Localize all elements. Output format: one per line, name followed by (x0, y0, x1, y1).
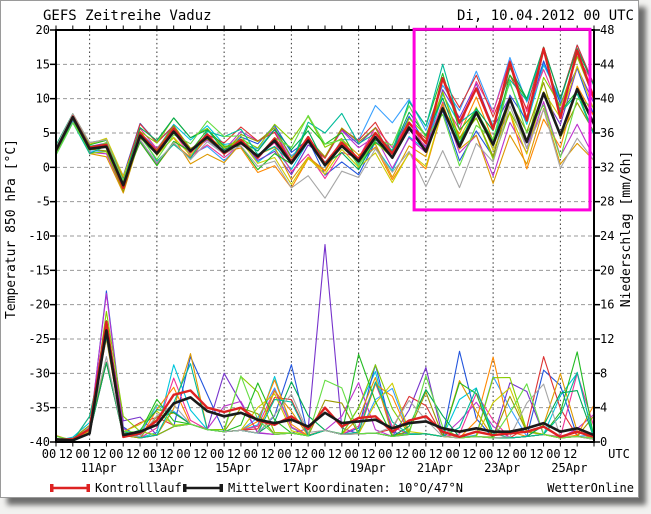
member-precip-line (56, 290, 594, 442)
member-temp-line (56, 105, 594, 199)
right-tick-label: 40 (600, 92, 614, 106)
right-tick-label: 4 (600, 401, 607, 415)
left-tick-label: 5 (43, 126, 50, 140)
date-label: 25Apr (551, 461, 587, 475)
x-tick-label: 00 (412, 447, 426, 461)
axis-ticks (50, 25, 600, 447)
right-tick-label: 28 (600, 195, 614, 209)
right-tick-label: 44 (600, 57, 614, 71)
date-label: 23Apr (484, 461, 520, 475)
x-tick-label: 12 (328, 447, 342, 461)
chart-panel: GEFS Zeitreihe Vaduz Di, 10.04.2012 00 U… (0, 0, 639, 498)
x-tick-label: 00 (546, 447, 560, 461)
highlight-box (412, 27, 592, 212)
x-tick-label: 00 (42, 447, 56, 461)
gridlines (56, 30, 594, 442)
right-tick-label: 32 (600, 160, 614, 174)
x-tick-label: 00 (445, 447, 459, 461)
x-tick-label: 00 (176, 447, 190, 461)
right-tick-label: 0 (600, 435, 607, 449)
x-tick-label: 12 (227, 447, 241, 461)
mean-precip-line (56, 329, 594, 442)
x-tick-label: 00 (244, 447, 258, 461)
right-tick-label: 12 (600, 332, 614, 346)
right-tick-label: 48 (600, 23, 614, 37)
date-label: 15Apr (215, 461, 251, 475)
right-tick-label: 16 (600, 298, 614, 312)
left-tick-label: -15 (28, 263, 50, 277)
x-tick-label: 12 (462, 447, 476, 461)
member-temp-line (56, 80, 594, 181)
mean-temp-line (56, 87, 594, 187)
right-tick-label: 20 (600, 263, 614, 277)
x-tick-label: 12 (159, 447, 173, 461)
left-tick-label: 20 (36, 23, 50, 37)
x-tick-label: 00 (513, 447, 527, 461)
date-label: 21Apr (417, 461, 453, 475)
coordinates-label: Koordinaten: 10°O/47°N (304, 481, 463, 495)
chart-title: GEFS Zeitreihe Vaduz (43, 8, 212, 24)
x-tick-label: 12 (92, 447, 106, 461)
x-tick-label: 00 (311, 447, 325, 461)
mean-line-swatch (183, 484, 223, 492)
x-tick-label: 00 (277, 447, 291, 461)
left-tick-label: -5 (36, 195, 50, 209)
utc-label: UTC (608, 447, 630, 461)
x-tick-label: 00 (378, 447, 392, 461)
member-precip-line (56, 293, 594, 442)
x-tick-label: 00 (109, 447, 123, 461)
date-label: 17Apr (282, 461, 318, 475)
legend: Kontrolllauf Mittelwert Koordinaten: 10°… (50, 481, 634, 495)
member-precip-line (56, 310, 594, 442)
x-tick-label: 00 (210, 447, 224, 461)
left-tick-label: -35 (28, 401, 50, 415)
x-tick-label: 00 (143, 447, 157, 461)
x-tick-label: 12 (563, 447, 577, 461)
left-tick-label: 0 (43, 160, 50, 174)
x-tick-label: 12 (193, 447, 207, 461)
x-tick-label: 00 (75, 447, 89, 461)
x-tick-label: 12 (496, 447, 510, 461)
date-label: 11Apr (81, 461, 117, 475)
left-tick-label: -30 (28, 366, 50, 380)
right-tick-label: 36 (600, 126, 614, 140)
x-tick-label: 12 (529, 447, 543, 461)
member-precip-line (56, 325, 594, 441)
x-tick-label: 12 (395, 447, 409, 461)
left-tick-label: -25 (28, 332, 50, 346)
x-tick-label: 12 (126, 447, 140, 461)
right-tick-label: 24 (600, 229, 614, 243)
control-legend-label: Kontrolllauf (95, 481, 182, 495)
member-temp-line (56, 56, 594, 188)
x-tick-label: 00 (344, 447, 358, 461)
left-tick-label: 10 (36, 92, 50, 106)
axis-labels: 20151050-5-10-15-20-25-30-35-40484440363… (28, 23, 630, 475)
chart-run-datetime: Di, 10.04.2012 00 UTC (457, 8, 634, 24)
left-tick-label: -10 (28, 229, 50, 243)
control-line-swatch (50, 484, 90, 492)
left-tick-label: -20 (28, 298, 50, 312)
x-tick-label: 12 (294, 447, 308, 461)
x-tick-label: 12 (59, 447, 73, 461)
x-tick-label: 12 (260, 447, 274, 461)
x-tick-label: 12 (361, 447, 375, 461)
x-tick-label: 00 (479, 447, 493, 461)
right-axis-title: Niederschlag [mm/6h] (619, 151, 634, 308)
date-label: 13Apr (148, 461, 184, 475)
left-tick-label: 15 (36, 57, 50, 71)
left-axis-title: Temperatur 850 hPa [°C] (4, 139, 19, 319)
x-tick-label: 12 (428, 447, 442, 461)
left-tick-label: -40 (28, 435, 50, 449)
gefs-meteogram: GEFS Zeitreihe Vaduz Di, 10.04.2012 00 U… (4, 8, 634, 495)
mean-legend-label: Mittelwert (228, 481, 300, 495)
date-label: 19Apr (350, 461, 386, 475)
right-tick-label: 8 (600, 366, 607, 380)
ensemble-series (56, 44, 594, 442)
brand-label: WetterOnline (547, 481, 634, 495)
